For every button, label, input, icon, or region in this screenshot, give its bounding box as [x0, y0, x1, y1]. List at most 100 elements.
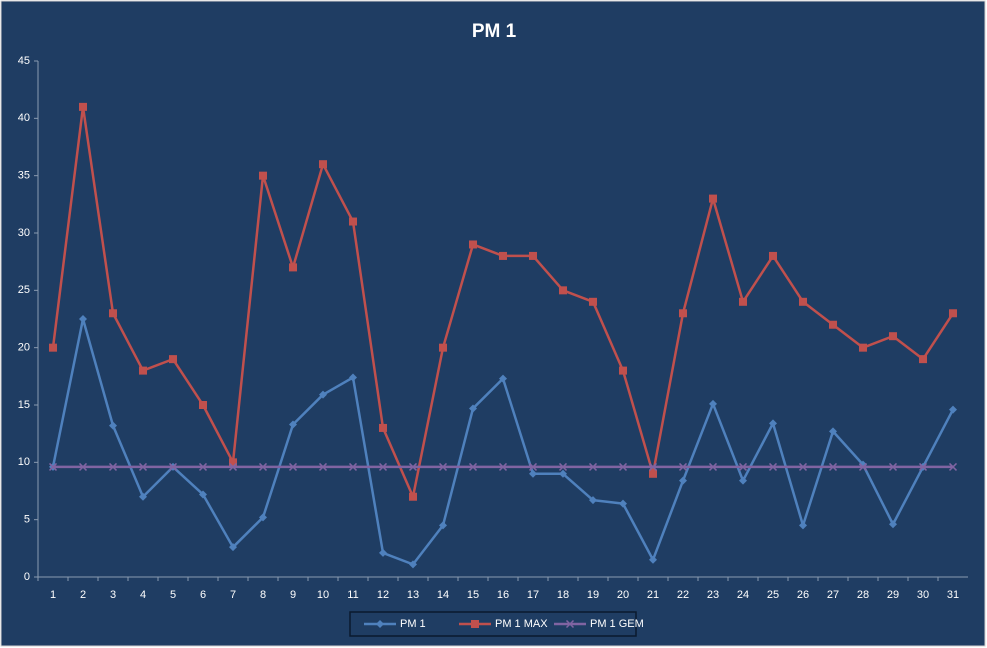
marker — [469, 404, 477, 413]
x-tick-label: 13 — [407, 589, 419, 601]
marker — [619, 499, 627, 508]
marker — [139, 492, 147, 501]
marker — [139, 366, 147, 375]
marker — [588, 462, 598, 471]
marker — [889, 520, 897, 529]
marker — [48, 462, 58, 471]
marker — [589, 496, 597, 505]
x-tick-label: 14 — [437, 589, 449, 601]
marker — [108, 462, 118, 471]
marker — [799, 521, 807, 530]
x-tick-label: 8 — [260, 589, 266, 601]
y-tick-label: 10 — [18, 456, 30, 468]
marker — [679, 476, 687, 485]
marker — [349, 217, 357, 226]
x-tick-label: 10 — [317, 589, 329, 601]
marker — [348, 462, 358, 471]
marker — [439, 521, 447, 530]
y-tick-label: 40 — [18, 112, 30, 124]
legend-marker — [376, 620, 384, 628]
x-tick-label: 18 — [557, 589, 569, 601]
x-tick-label: 28 — [857, 589, 869, 601]
marker — [289, 263, 297, 272]
marker — [79, 315, 87, 323]
marker — [648, 462, 658, 471]
marker — [438, 462, 448, 471]
marker — [228, 462, 238, 471]
marker — [678, 462, 688, 471]
y-tick-label: 25 — [18, 284, 30, 296]
x-tick-label: 31 — [947, 589, 959, 601]
marker — [199, 490, 207, 499]
marker — [769, 419, 777, 428]
marker — [649, 469, 657, 478]
marker — [948, 462, 958, 471]
marker — [529, 251, 537, 260]
y-tick-label: 0 — [24, 571, 30, 583]
x-tick-label: 1 — [50, 589, 56, 601]
y-tick-label: 5 — [24, 514, 30, 526]
marker — [378, 462, 388, 471]
marker — [289, 420, 297, 429]
marker — [708, 462, 718, 471]
marker — [828, 462, 838, 471]
marker — [199, 401, 207, 409]
marker — [198, 462, 208, 471]
legend-label: PM 1 MAX — [495, 618, 548, 630]
marker — [559, 286, 567, 295]
marker — [589, 297, 597, 306]
marker — [258, 462, 268, 471]
y-tick-label: 20 — [18, 342, 30, 354]
marker — [619, 366, 627, 375]
marker — [558, 462, 568, 471]
y-tick-label: 15 — [18, 399, 30, 411]
x-tick-label: 25 — [767, 589, 779, 601]
marker — [768, 462, 778, 471]
marker — [889, 332, 897, 341]
marker — [379, 548, 387, 557]
marker — [138, 462, 148, 471]
x-tick-label: 9 — [290, 589, 296, 601]
chart-title: PM 1 — [472, 21, 517, 42]
marker — [319, 390, 327, 399]
legend-label: PM 1 GEM — [590, 618, 644, 630]
marker — [409, 492, 417, 501]
marker — [319, 160, 327, 169]
marker — [49, 343, 57, 352]
marker — [709, 194, 717, 203]
marker — [109, 421, 117, 430]
legend-marker — [565, 619, 575, 629]
legend-box — [349, 611, 637, 637]
marker — [618, 462, 628, 471]
marker — [949, 309, 957, 318]
marker — [738, 462, 748, 471]
x-tick-label: 11 — [347, 589, 358, 601]
x-tick-label: 7 — [230, 589, 236, 601]
marker — [78, 462, 88, 471]
marker — [229, 458, 237, 467]
marker — [529, 469, 537, 478]
marker — [499, 251, 507, 260]
marker — [229, 543, 237, 552]
marker — [829, 320, 837, 329]
x-tick-label: 22 — [677, 589, 689, 601]
y-tick-label: 35 — [18, 170, 30, 182]
marker — [379, 423, 387, 432]
legend-label: PM 1 — [400, 618, 426, 630]
x-tick-label: 2 — [80, 589, 86, 601]
marker — [169, 355, 177, 364]
y-tick-label: 30 — [18, 227, 30, 239]
marker — [409, 560, 417, 569]
x-tick-label: 20 — [617, 589, 629, 601]
marker — [679, 309, 687, 318]
x-tick-label: 15 — [467, 589, 479, 601]
marker — [709, 399, 717, 408]
marker — [109, 309, 117, 318]
x-tick-label: 4 — [140, 589, 146, 601]
marker — [798, 462, 808, 471]
x-tick-label: 19 — [587, 589, 599, 601]
x-tick-label: 24 — [737, 589, 749, 601]
x-tick-label: 30 — [917, 589, 929, 601]
marker — [859, 343, 867, 352]
